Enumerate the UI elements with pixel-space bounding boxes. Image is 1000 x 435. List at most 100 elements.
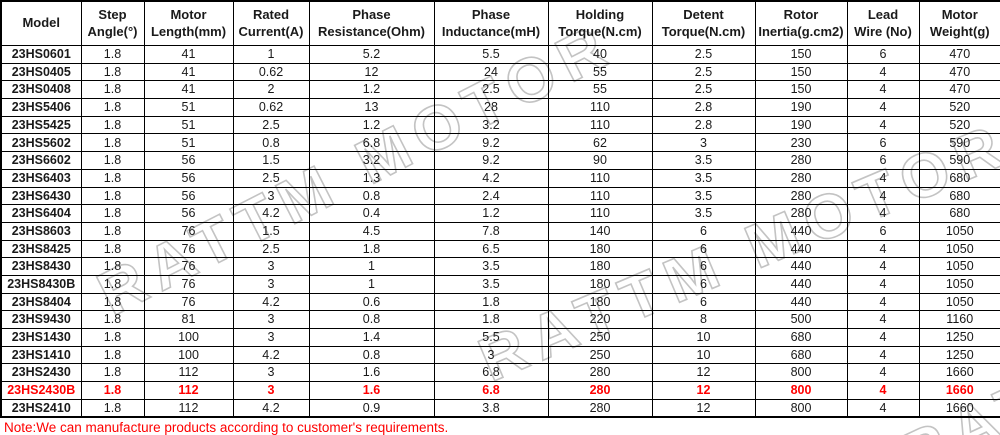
cell-motor-length: 51 <box>143 115 234 135</box>
cell-phase-inductance: 3.8 <box>433 398 549 418</box>
cell-phase-inductance: 24 <box>433 62 549 82</box>
cell-holding-torque: 55 <box>547 62 653 82</box>
cell-rotor-inertia: 800 <box>754 398 848 418</box>
cell-model: 23HS1410 <box>0 345 82 365</box>
cell-phase-inductance: 9.2 <box>433 133 549 153</box>
cell-motor-length: 76 <box>143 239 234 259</box>
cell-model: 23HS2430B <box>0 381 82 400</box>
cell-rated-current: 3 <box>232 257 310 276</box>
cell-rated-current: 3 <box>232 274 310 294</box>
cell-rotor-inertia: 190 <box>754 115 848 135</box>
table-row: 23HS8430B 1.8 76 3 1 3.5 180 6 440 4 1050 <box>0 274 1000 294</box>
cell-rated-current: 3 <box>232 363 310 383</box>
cell-phase-resistance: 1 <box>308 257 435 276</box>
cell-lead-wire: 4 <box>846 168 920 188</box>
cell-lead-wire: 6 <box>846 45 920 64</box>
col-header-phase-resistance: Phase Resistance(Ohm) <box>308 0 435 46</box>
cell-phase-resistance: 0.8 <box>308 186 435 206</box>
cell-motor-length: 41 <box>143 62 234 82</box>
cell-holding-torque: 110 <box>547 98 653 117</box>
cell-rated-current: 3 <box>232 310 310 329</box>
header-label: Weight(g) <box>929 23 990 39</box>
cell-phase-inductance: 2.5 <box>433 80 549 100</box>
cell-step-angle: 1.8 <box>80 257 145 276</box>
table-row: 23HS8430 1.8 76 3 1 3.5 180 6 440 4 1050 <box>0 257 1000 276</box>
cell-step-angle: 1.8 <box>80 310 145 329</box>
cell-motor-length: 76 <box>143 257 234 276</box>
cell-detent-torque: 6 <box>651 292 756 312</box>
col-header-detent-torque: Detent Torque(N.cm) <box>651 0 756 46</box>
cell-phase-inductance: 3.5 <box>433 274 549 294</box>
cell-holding-torque: 250 <box>547 345 653 365</box>
header-label: Holding <box>575 7 625 23</box>
cell-phase-resistance: 12 <box>308 62 435 82</box>
cell-detent-torque: 2.5 <box>651 45 756 64</box>
table-row: 23HS6602 1.8 56 1.5 3.2 9.2 90 3.5 280 6 590 <box>0 151 1000 170</box>
cell-detent-torque: 12 <box>651 381 756 400</box>
header-label: Step <box>98 7 127 23</box>
table-row: 23HS0405 1.8 41 0.62 12 24 55 2.5 150 4 470 <box>0 62 1000 82</box>
cell-motor-weight: 1660 <box>918 363 1000 383</box>
cell-step-angle: 1.8 <box>80 398 145 418</box>
table-row: 23HS0408 1.8 41 2 1.2 2.5 55 2.5 150 4 470 <box>0 80 1000 100</box>
table-row: 23HS5406 1.8 51 0.62 13 28 110 2.8 190 4 520 <box>0 98 1000 117</box>
header-label: Angle(°) <box>87 23 138 39</box>
cell-step-angle: 1.8 <box>80 133 145 153</box>
cell-motor-weight: 470 <box>918 80 1000 100</box>
cell-motor-weight: 1050 <box>918 257 1000 276</box>
header-label: Length(mm) <box>150 23 227 39</box>
cell-motor-length: 41 <box>143 45 234 64</box>
cell-lead-wire: 4 <box>846 115 920 135</box>
cell-phase-inductance: 6.5 <box>433 239 549 259</box>
table-row: 23HS8404 1.8 76 4.2 0.6 1.8 180 6 440 4 1050 <box>0 292 1000 312</box>
cell-model: 23HS5425 <box>0 115 82 135</box>
col-header-model: Model <box>0 0 82 46</box>
col-header-motor-weight: Motor Weight(g) <box>918 0 1000 46</box>
cell-lead-wire: 4 <box>846 310 920 329</box>
cell-rated-current: 4.2 <box>232 204 310 223</box>
cell-motor-weight: 590 <box>918 133 1000 153</box>
cell-rated-current: 2 <box>232 80 310 100</box>
cell-motor-length: 56 <box>143 186 234 206</box>
cell-rotor-inertia: 280 <box>754 186 848 206</box>
cell-holding-torque: 280 <box>547 398 653 418</box>
cell-phase-resistance: 1.2 <box>308 80 435 100</box>
cell-detent-torque: 10 <box>651 345 756 365</box>
cell-rotor-inertia: 800 <box>754 381 848 400</box>
table-row: 23HS1430 1.8 100 3 1.4 5.5 250 10 680 4 1250 <box>0 328 1000 347</box>
cell-model: 23HS8430B <box>0 274 82 294</box>
cell-holding-torque: 280 <box>547 363 653 383</box>
cell-phase-inductance: 2.4 <box>433 186 549 206</box>
header-label: Resistance(Ohm) <box>318 23 425 39</box>
table-row: 23HS2430 1.8 112 3 1.6 6.8 280 12 800 4 1660 <box>0 363 1000 383</box>
cell-phase-resistance: 0.6 <box>308 292 435 312</box>
cell-holding-torque: 62 <box>547 133 653 153</box>
cell-motor-weight: 590 <box>918 151 1000 170</box>
cell-model: 23HS8425 <box>0 239 82 259</box>
cell-detent-torque: 12 <box>651 398 756 418</box>
cell-holding-torque: 180 <box>547 292 653 312</box>
cell-rotor-inertia: 280 <box>754 204 848 223</box>
cell-model: 23HS2410 <box>0 398 82 418</box>
cell-holding-torque: 110 <box>547 115 653 135</box>
table-row: 23HS1410 1.8 100 4.2 0.8 3 250 10 680 4 1250 <box>0 345 1000 365</box>
cell-rated-current: 2.5 <box>232 168 310 188</box>
cell-motor-length: 112 <box>143 381 234 400</box>
cell-lead-wire: 4 <box>846 381 920 400</box>
cell-motor-weight: 1050 <box>918 221 1000 241</box>
cell-lead-wire: 4 <box>846 398 920 418</box>
cell-detent-torque: 6 <box>651 274 756 294</box>
cell-phase-inductance: 3 <box>433 345 549 365</box>
cell-rated-current: 3 <box>232 381 310 400</box>
cell-rated-current: 4.2 <box>232 292 310 312</box>
cell-motor-weight: 1250 <box>918 345 1000 365</box>
header-label: Lead <box>867 7 899 23</box>
cell-detent-torque: 2.5 <box>651 62 756 82</box>
cell-phase-inductance: 6.8 <box>433 381 549 400</box>
cell-motor-length: 56 <box>143 151 234 170</box>
cell-step-angle: 1.8 <box>80 274 145 294</box>
cell-motor-length: 100 <box>143 328 234 347</box>
cell-rotor-inertia: 440 <box>754 274 848 294</box>
cell-step-angle: 1.8 <box>80 98 145 117</box>
cell-holding-torque: 180 <box>547 257 653 276</box>
